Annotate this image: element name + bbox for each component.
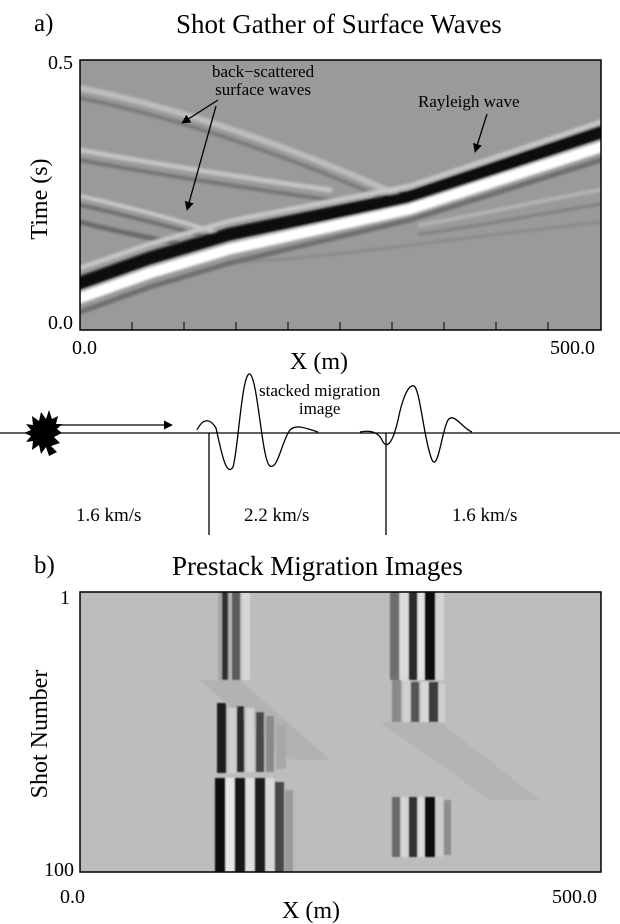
panel-a-x-right-tick: 500.0 — [550, 337, 595, 359]
panel-b-x-left-tick: 0.0 — [60, 886, 85, 908]
panel-b-frame — [79, 591, 602, 873]
rayleigh-annotation: Rayleigh wave — [418, 92, 520, 111]
panel-a-tag: a) — [34, 10, 54, 37]
panel-b-y-bottom-tick: 100 — [44, 859, 74, 881]
stacked-migration-line1: stacked migration — [259, 381, 381, 400]
velocity-middle-label: 2.2 km/s — [244, 505, 310, 526]
panel-a-frame — [79, 59, 602, 331]
source-burst-icon — [24, 410, 62, 456]
panel-b-ylabel: Shot Number — [27, 669, 53, 799]
panel-a-y-top-tick: 0.5 — [48, 52, 73, 74]
panel-a-image — [80, 60, 601, 330]
panel-b-image — [80, 592, 601, 872]
stacked-migration-annotation: stacked migration image — [259, 382, 380, 418]
panel-b-x-right-tick: 500.0 — [552, 886, 597, 908]
backscatter-annotation-line2: surface waves — [215, 79, 311, 99]
panel-b-tag: b) — [34, 552, 55, 579]
stacked-migration-line2: image — [298, 398, 341, 418]
panel-a-y-bottom-tick: 0.0 — [48, 312, 73, 334]
panel-a-title: Shot Gather of Surface Waves — [176, 9, 502, 39]
panel-b-title: Prestack Migration Images — [172, 551, 463, 581]
schematic-diagram — [0, 373, 620, 535]
panel-a-xlabel: X (m) — [290, 349, 348, 375]
backscatter-arrows — [181, 99, 219, 211]
panel-a-x-left-tick: 0.0 — [72, 337, 97, 359]
panel-b-y-top-tick: 1 — [60, 587, 70, 609]
backscatter-annotation-line1: back−scattered — [212, 62, 315, 81]
backscatter-annotation: back−scattered surface waves — [212, 63, 314, 99]
velocity-left-label: 1.6 km/s — [76, 505, 142, 526]
rayleigh-arrow — [473, 113, 488, 153]
velocity-right-label: 1.6 km/s — [452, 505, 518, 526]
panel-b-xlabel: X (m) — [282, 898, 340, 924]
